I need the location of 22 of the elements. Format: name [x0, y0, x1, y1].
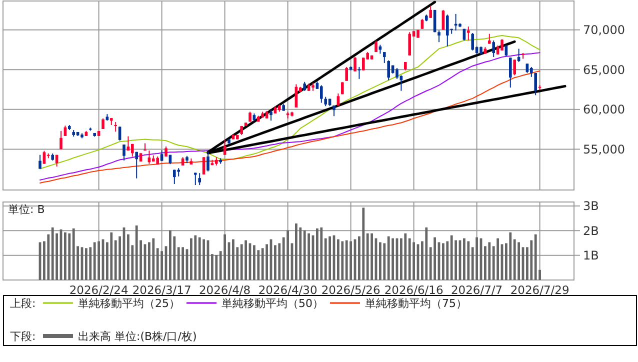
legend-label: 単純移動平均（50） — [222, 296, 324, 310]
y-tick-label: 65,000 — [583, 62, 625, 77]
y-axis-title: 単位: B — [8, 203, 45, 216]
x-tick-label: 2026/7/7 — [450, 283, 503, 297]
y-tick-label: 3B — [583, 199, 599, 214]
x-tick-label: 2026/7/29 — [510, 283, 570, 297]
x-tick-label: 2026/2/24 — [69, 283, 128, 297]
y-tick-label: 60,000 — [583, 102, 625, 117]
legend-title: 下段: — [10, 330, 36, 343]
y-tick-label: 70,000 — [583, 23, 625, 38]
legend-label: 単純移動平均（25） — [78, 296, 180, 310]
x-tick-label: 2026/3/17 — [132, 283, 192, 297]
y-tick-label: 55,000 — [583, 142, 625, 156]
legend-label: 単純移動平均（75） — [365, 296, 467, 310]
x-tick-label: 2026/5/26 — [321, 283, 380, 297]
y-tick-label: 1B — [583, 248, 599, 263]
x-tick-label: 2026/4/30 — [258, 283, 318, 297]
x-tick-label: 2026/6/16 — [384, 283, 444, 297]
legend-title: 上段: — [10, 296, 36, 310]
legend-label: 出来高 単位:(B株/口/枚) — [78, 330, 197, 343]
x-tick-label: 2026/4/8 — [198, 283, 251, 297]
y-tick-label: 2B — [583, 224, 599, 238]
